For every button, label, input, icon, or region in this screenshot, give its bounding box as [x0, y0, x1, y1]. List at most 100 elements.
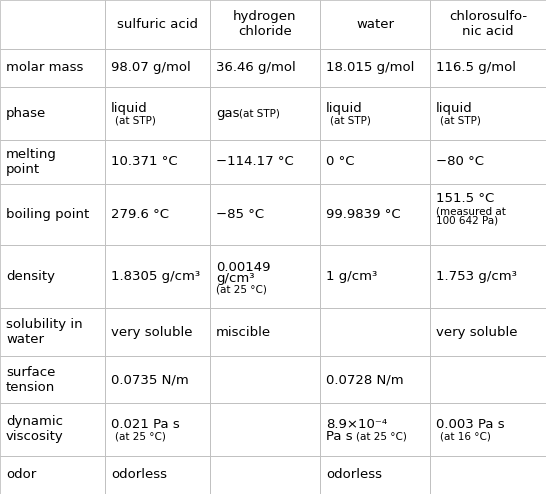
Bar: [105, 455, 210, 494]
Text: (at STP): (at STP): [115, 116, 156, 125]
Bar: [0, 0, 105, 48]
Text: 151.5 °C: 151.5 °C: [436, 192, 494, 205]
Text: 1 g/cm³: 1 g/cm³: [326, 270, 377, 283]
Text: 279.6 °C: 279.6 °C: [111, 208, 169, 221]
Bar: [105, 140, 210, 184]
Bar: [210, 308, 320, 356]
Text: gas: gas: [216, 107, 240, 120]
Text: 0.00149: 0.00149: [216, 261, 270, 274]
Bar: [430, 48, 546, 87]
Text: water: water: [356, 18, 394, 31]
Text: 116.5 g/mol: 116.5 g/mol: [436, 61, 516, 74]
Text: 100 642 Pa): 100 642 Pa): [436, 215, 498, 225]
Text: −85 °C: −85 °C: [216, 208, 264, 221]
Bar: [0, 308, 105, 356]
Bar: [210, 184, 320, 245]
Text: melting
point: melting point: [6, 148, 57, 176]
Bar: [320, 308, 430, 356]
Text: odorless: odorless: [111, 468, 167, 481]
Text: (at 25 °C): (at 25 °C): [216, 285, 267, 294]
Bar: [105, 184, 210, 245]
Text: phase: phase: [6, 107, 46, 120]
Text: (at STP): (at STP): [330, 116, 371, 125]
Bar: [105, 87, 210, 140]
Bar: [430, 455, 546, 494]
Text: very soluble: very soluble: [436, 326, 518, 338]
Text: hydrogen
chloride: hydrogen chloride: [233, 10, 296, 39]
Text: 0.021 Pa s: 0.021 Pa s: [111, 418, 180, 431]
Text: liquid: liquid: [436, 102, 473, 115]
Text: liquid: liquid: [326, 102, 363, 115]
Bar: [430, 140, 546, 184]
Bar: [320, 403, 430, 455]
Bar: [320, 184, 430, 245]
Text: 98.07 g/mol: 98.07 g/mol: [111, 61, 191, 74]
Text: 0.0735 N/m: 0.0735 N/m: [111, 373, 189, 386]
Text: chlorosulfo-
nic acid: chlorosulfo- nic acid: [449, 10, 527, 39]
Bar: [320, 455, 430, 494]
Bar: [0, 184, 105, 245]
Bar: [210, 87, 320, 140]
Text: very soluble: very soluble: [111, 326, 193, 338]
Bar: [105, 308, 210, 356]
Text: 0.0728 N/m: 0.0728 N/m: [326, 373, 403, 386]
Bar: [0, 87, 105, 140]
Bar: [320, 245, 430, 308]
Text: liquid: liquid: [111, 102, 148, 115]
Bar: [210, 356, 320, 403]
Bar: [105, 356, 210, 403]
Bar: [210, 403, 320, 455]
Text: (measured at: (measured at: [436, 206, 506, 216]
Bar: [210, 140, 320, 184]
Text: (at 25 °C): (at 25 °C): [115, 431, 166, 441]
Bar: [430, 356, 546, 403]
Bar: [320, 48, 430, 87]
Bar: [0, 48, 105, 87]
Text: density: density: [6, 270, 55, 283]
Bar: [105, 0, 210, 48]
Bar: [210, 245, 320, 308]
Bar: [105, 48, 210, 87]
Text: g/cm³: g/cm³: [216, 272, 254, 285]
Text: 36.46 g/mol: 36.46 g/mol: [216, 61, 296, 74]
Bar: [0, 245, 105, 308]
Text: 8.9×10⁻⁴: 8.9×10⁻⁴: [326, 418, 387, 431]
Text: boiling point: boiling point: [6, 208, 89, 221]
Bar: [0, 140, 105, 184]
Text: solubility in
water: solubility in water: [6, 318, 82, 346]
Bar: [430, 184, 546, 245]
Bar: [210, 0, 320, 48]
Bar: [320, 87, 430, 140]
Text: (at STP): (at STP): [440, 116, 481, 125]
Text: 0.003 Pa s: 0.003 Pa s: [436, 418, 505, 431]
Text: 99.9839 °C: 99.9839 °C: [326, 208, 401, 221]
Bar: [0, 356, 105, 403]
Bar: [430, 245, 546, 308]
Text: molar mass: molar mass: [6, 61, 84, 74]
Bar: [210, 48, 320, 87]
Text: 10.371 °C: 10.371 °C: [111, 156, 177, 168]
Text: −80 °C: −80 °C: [436, 156, 484, 168]
Bar: [0, 403, 105, 455]
Text: odorless: odorless: [326, 468, 382, 481]
Text: 1.8305 g/cm³: 1.8305 g/cm³: [111, 270, 200, 283]
Text: −114.17 °C: −114.17 °C: [216, 156, 294, 168]
Text: odor: odor: [6, 468, 36, 481]
Bar: [430, 87, 546, 140]
Text: (at 25 °C): (at 25 °C): [356, 431, 407, 441]
Text: (at 16 °C): (at 16 °C): [440, 431, 491, 441]
Bar: [0, 455, 105, 494]
Bar: [105, 245, 210, 308]
Bar: [105, 403, 210, 455]
Text: Pa s: Pa s: [326, 430, 353, 443]
Text: surface
tension: surface tension: [6, 366, 55, 394]
Bar: [430, 403, 546, 455]
Bar: [430, 308, 546, 356]
Bar: [210, 455, 320, 494]
Text: (at STP): (at STP): [239, 108, 280, 119]
Text: 1.753 g/cm³: 1.753 g/cm³: [436, 270, 517, 283]
Bar: [320, 140, 430, 184]
Bar: [320, 0, 430, 48]
Bar: [430, 0, 546, 48]
Text: 0 °C: 0 °C: [326, 156, 354, 168]
